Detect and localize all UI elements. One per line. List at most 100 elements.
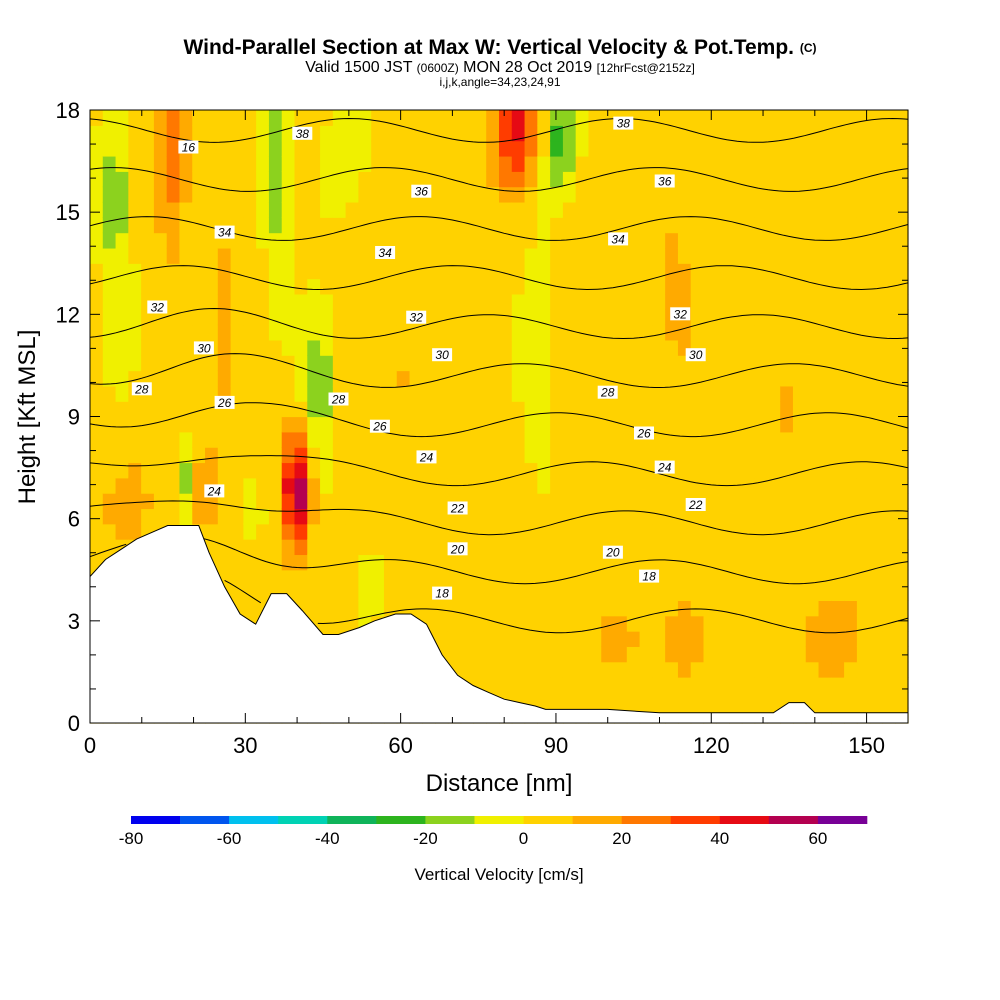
velocity-cell (192, 416, 206, 433)
velocity-cell (537, 201, 551, 218)
velocity-cell (792, 278, 807, 295)
velocity-cell (486, 416, 500, 433)
velocity-cell (524, 401, 538, 418)
velocity-cell (588, 186, 602, 203)
velocity-cell (537, 355, 551, 372)
velocity-cell (115, 217, 129, 234)
velocity-cell (243, 477, 257, 494)
velocity-cell (601, 125, 615, 142)
velocity-cell (690, 324, 705, 341)
velocity-cell (562, 539, 577, 556)
velocity-cell (677, 278, 692, 295)
velocity-cell (268, 416, 283, 433)
velocity-cell (741, 155, 756, 172)
velocity-cell (895, 646, 909, 663)
velocity-cell (90, 447, 104, 464)
velocity-cell (371, 493, 385, 510)
velocity-cell (486, 661, 500, 678)
velocity-cell (741, 585, 756, 601)
velocity-cell (601, 462, 615, 479)
theta-label: 26 (634, 426, 654, 441)
velocity-cell (844, 171, 858, 188)
velocity-cell (690, 217, 705, 234)
velocity-cell (281, 217, 296, 234)
velocity-cell (639, 324, 653, 341)
velocity-cell (320, 155, 334, 172)
velocity-cell (754, 631, 769, 647)
velocity-cell (690, 631, 705, 647)
velocity-cell (780, 186, 794, 203)
velocity-cell (575, 600, 590, 617)
velocity-cell (243, 431, 257, 448)
velocity-cell (473, 171, 487, 188)
velocity-cell (780, 554, 794, 571)
velocity-cell (754, 646, 769, 663)
velocity-cell (601, 646, 615, 663)
velocity-cell (141, 462, 155, 479)
velocity-cell (243, 232, 257, 249)
velocity-cell (677, 217, 692, 234)
velocity-cell (729, 247, 743, 264)
velocity-cell (895, 585, 909, 601)
velocity-cell (537, 646, 551, 663)
velocity-cell (358, 186, 372, 203)
velocity-cell (550, 401, 564, 418)
velocity-cell (792, 186, 807, 203)
velocity-cell (179, 431, 193, 448)
velocity-cell (307, 339, 321, 356)
velocity-cell (741, 309, 756, 326)
velocity-cell (588, 493, 602, 510)
velocity-cell (754, 508, 769, 525)
velocity-cell (562, 431, 577, 448)
velocity-cell (422, 523, 436, 540)
velocity-cell (537, 370, 551, 387)
velocity-cell (639, 293, 653, 310)
velocity-cell (639, 585, 653, 601)
velocity-cell (205, 431, 219, 448)
velocity-cell (805, 110, 820, 126)
velocity-cell (677, 263, 692, 280)
velocity-cell (792, 600, 807, 617)
velocity-cell (409, 201, 423, 218)
velocity-cell (166, 293, 181, 310)
velocity-cell (473, 186, 487, 203)
velocity-cell (320, 370, 334, 387)
velocity-cell (192, 385, 206, 402)
velocity-cell (895, 508, 909, 525)
velocity-cell (588, 523, 602, 540)
velocity-cell (511, 171, 526, 188)
velocity-cell (243, 309, 257, 326)
velocity-cell (166, 431, 181, 448)
velocity-cell (486, 355, 500, 372)
velocity-cell (677, 677, 692, 693)
velocity-cell (856, 615, 871, 632)
colorbar-swatch (572, 816, 622, 824)
velocity-cell (141, 140, 155, 157)
velocity-cell (102, 140, 117, 157)
velocity-cell (754, 370, 769, 387)
velocity-cell (844, 385, 858, 402)
velocity-cell (396, 263, 411, 280)
velocity-cell (665, 631, 679, 647)
velocity-cell (243, 324, 257, 341)
velocity-cell (486, 585, 500, 601)
velocity-cell (869, 661, 884, 678)
velocity-cell (831, 324, 845, 341)
svg-text:26: 26 (372, 420, 387, 434)
velocity-cell (767, 493, 781, 510)
velocity-cell (256, 554, 270, 571)
velocity-cell (499, 416, 513, 433)
velocity-cell (217, 339, 232, 356)
velocity-cell (141, 110, 155, 126)
velocity-cell (409, 569, 423, 586)
velocity-cell (792, 677, 807, 693)
velocity-cell (665, 217, 679, 234)
velocity-cell (524, 615, 538, 632)
velocity-cell (690, 385, 705, 402)
velocity-cell (626, 447, 641, 464)
velocity-cell (792, 385, 807, 402)
velocity-cell (256, 569, 270, 586)
velocity-cell (141, 186, 155, 203)
velocity-cell (550, 309, 564, 326)
velocity-cell (639, 401, 653, 418)
